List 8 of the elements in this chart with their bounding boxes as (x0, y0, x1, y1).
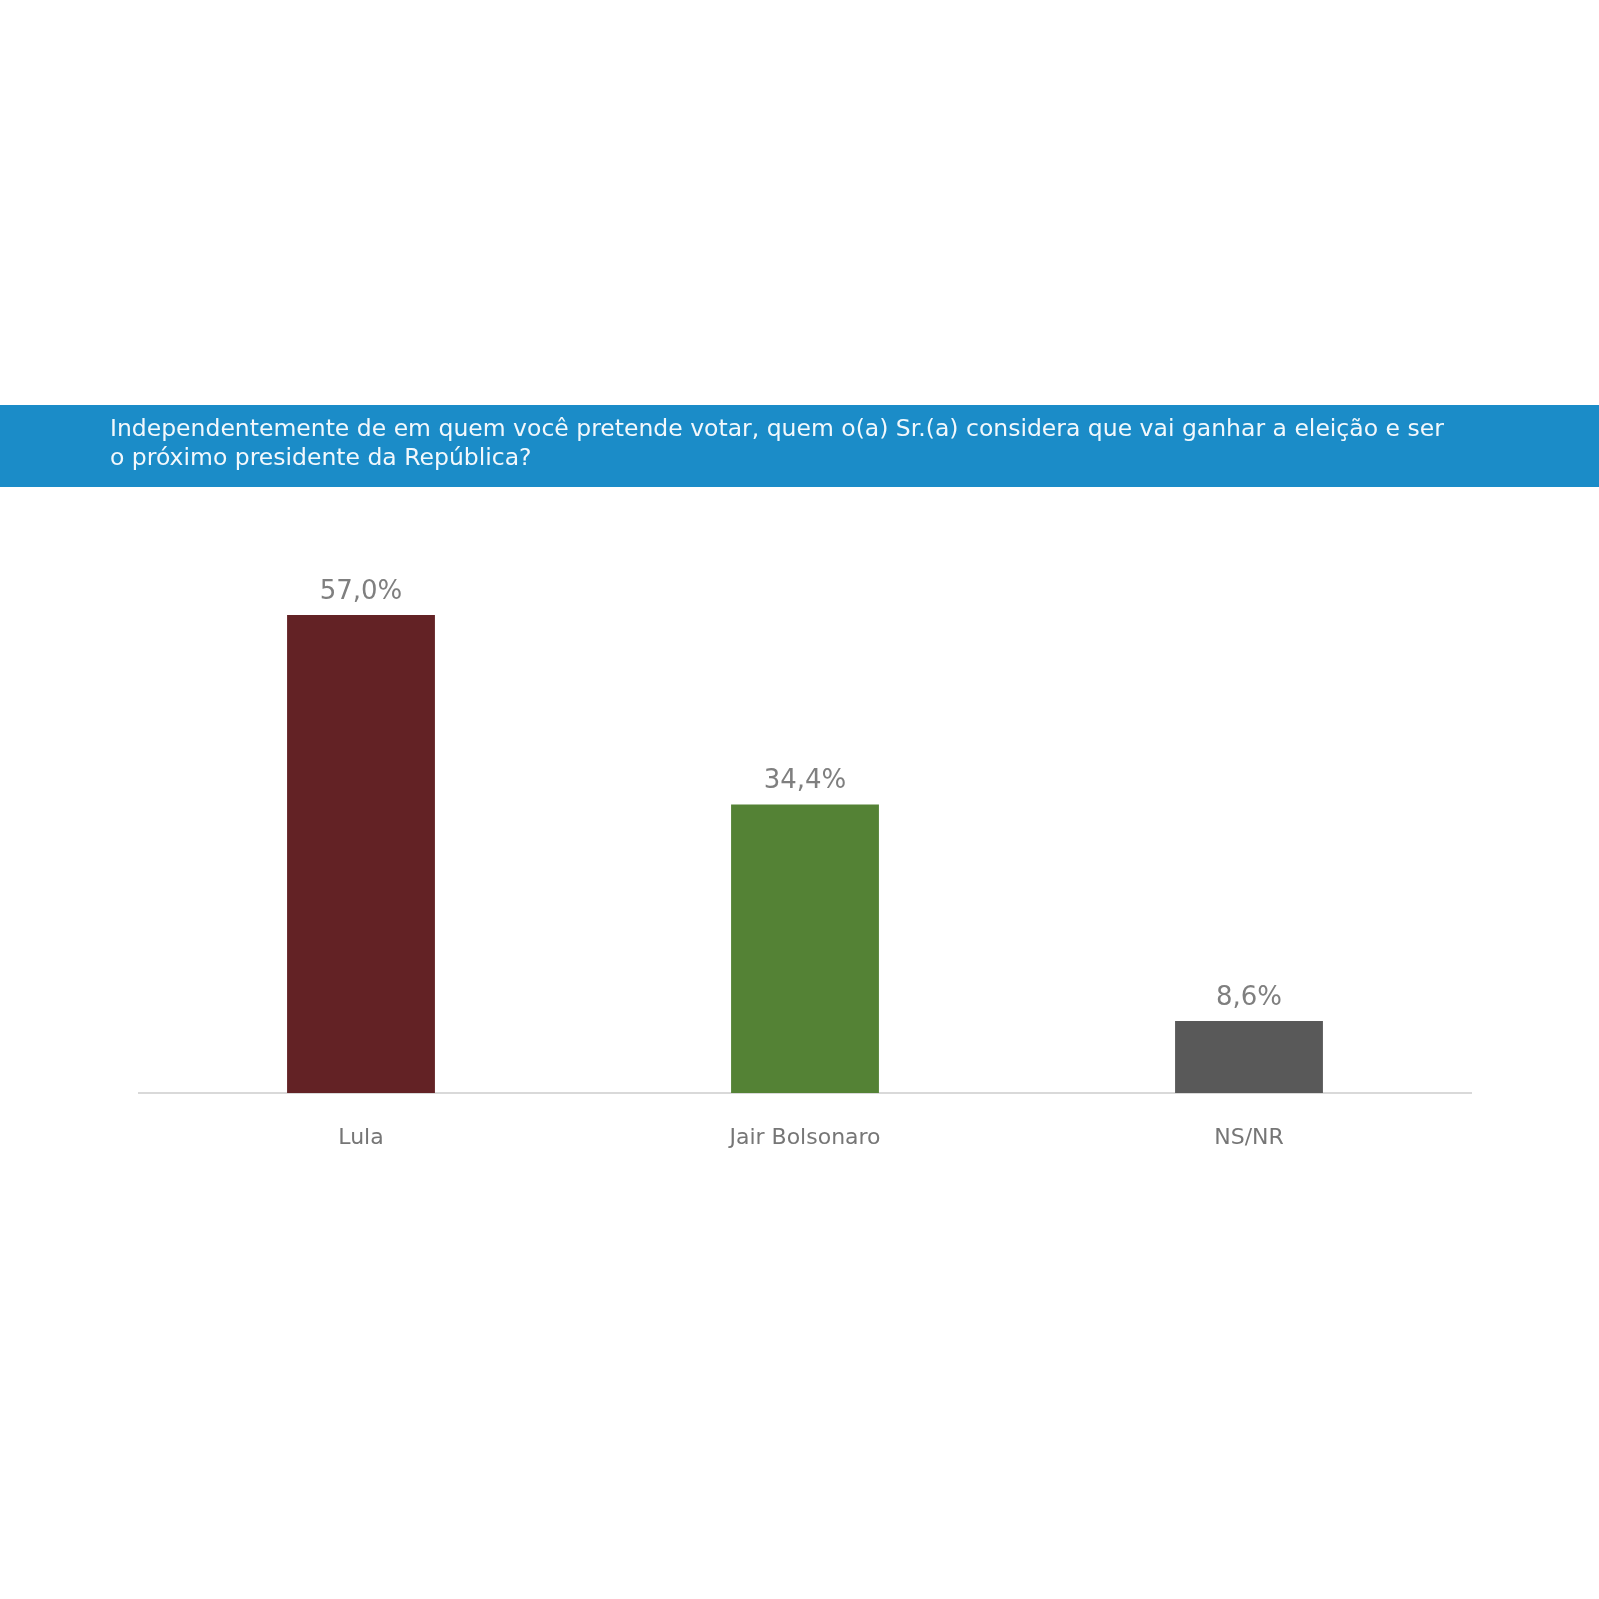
chart-title: Independentemente de em quem você pretende votar, quem o(a) Sr.(a) considera que vai ganhar a eleição e ser o próximo presidente da República? (110, 414, 1445, 472)
x-tick-label: NS/NR (1214, 1123, 1284, 1149)
header-banner: Independentemente de em quem você pretende votar, quem o(a) Sr.(a) considera que vai ganhar a eleição e ser o próximo presidente da República? (0, 405, 1599, 487)
x-tick-label: Lula (338, 1123, 384, 1149)
data-label: 8,6% (1215, 980, 1283, 1011)
data-label: 34,4% (763, 764, 847, 795)
data-label: 57,0% (319, 574, 403, 605)
x-tick-label: Jair Bolsonaro (727, 1123, 881, 1149)
